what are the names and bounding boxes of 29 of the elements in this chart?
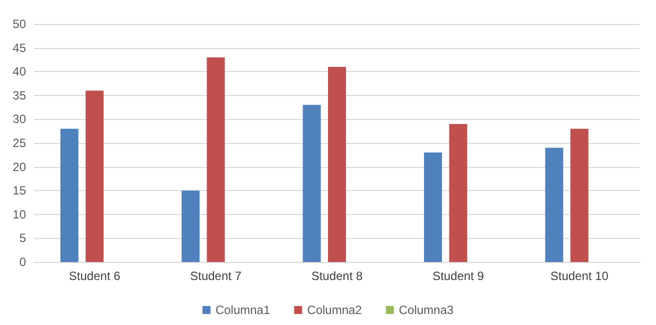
y-tick-label: 40 — [12, 64, 26, 79]
y-tick-label: 25 — [12, 136, 26, 150]
y-tick-label: 15 — [12, 184, 26, 198]
legend-label: Columna1 — [215, 303, 270, 317]
x-tick-label: Student 10 — [550, 269, 609, 283]
bar — [182, 190, 200, 262]
bar — [86, 90, 104, 262]
bar — [302, 104, 321, 262]
bar — [60, 128, 78, 262]
y-tick-label: 20 — [12, 160, 26, 174]
y-tick-label: 45 — [12, 40, 26, 55]
y-tick-label: 5 — [19, 231, 26, 246]
bar — [570, 128, 588, 262]
x-tick-label: Student 6 — [68, 269, 121, 283]
legend-label: Columna2 — [307, 303, 362, 317]
x-tick-label: Student 8 — [311, 269, 364, 283]
y-tick-label: 10 — [12, 207, 26, 222]
bar — [328, 66, 346, 262]
bar — [449, 124, 468, 262]
bar — [424, 152, 442, 262]
y-tick-label: 50 — [12, 17, 26, 31]
x-tick-label: Student 7 — [190, 269, 242, 283]
bar — [206, 57, 225, 262]
y-tick-label: 0 — [19, 255, 26, 269]
y-tick-label: 35 — [12, 88, 26, 102]
legend-label: Columna3 — [398, 303, 454, 317]
y-tick-label: 30 — [12, 112, 26, 126]
bar — [545, 148, 564, 262]
x-tick-label: Student 9 — [432, 269, 484, 283]
